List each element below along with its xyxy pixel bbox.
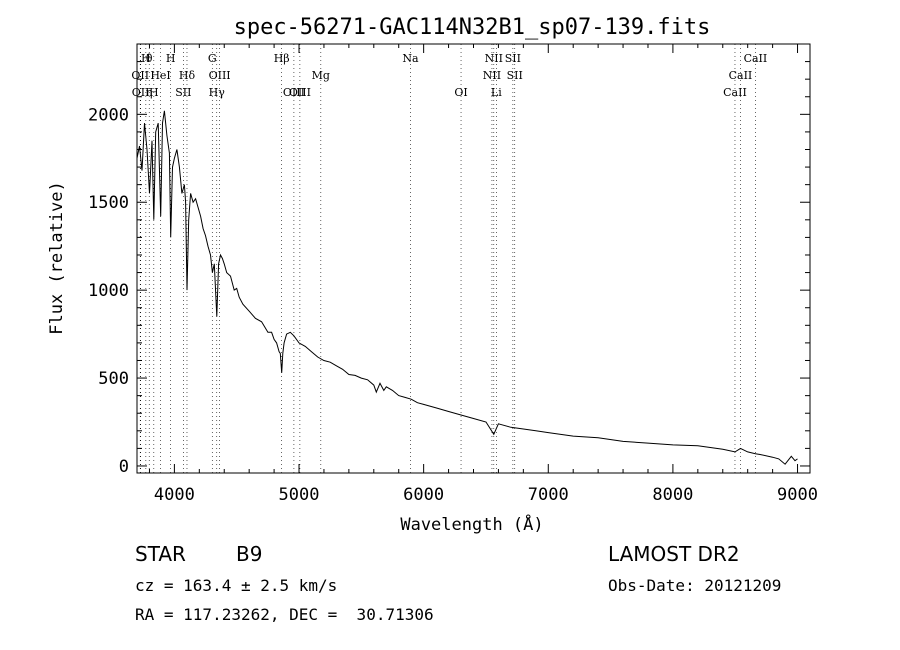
line-marker-label: OI bbox=[454, 86, 467, 99]
x-tick-label: 8000 bbox=[652, 485, 693, 505]
x-tick-label: 7000 bbox=[528, 485, 569, 505]
line-marker-label: Li bbox=[491, 86, 502, 99]
y-tick-label: 0 bbox=[119, 457, 129, 477]
line-marker-label: H bbox=[141, 52, 151, 65]
y-tick-label: 500 bbox=[98, 369, 129, 389]
line-marker-label: θ bbox=[146, 52, 153, 65]
line-marker-label: OII bbox=[132, 86, 150, 99]
line-marker-label: OIII bbox=[283, 86, 305, 99]
x-tick-label: 5000 bbox=[279, 485, 320, 505]
y-axis-label: Flux (relative) bbox=[47, 181, 67, 335]
line-marker-label: OIII bbox=[209, 69, 231, 82]
line-marker-label: Mg bbox=[312, 69, 330, 82]
line-marker-label: Hδ bbox=[179, 69, 196, 82]
line-marker-label: G bbox=[208, 52, 217, 65]
line-markers: OIIOIIHθηHHeIHSIIHδGHγOIIIHβOIIIOIIIMgNa… bbox=[131, 44, 767, 473]
line-marker-label: H bbox=[149, 86, 159, 99]
line-marker-label: CaII bbox=[729, 69, 753, 82]
line-marker-label: OII bbox=[131, 69, 149, 82]
y-tick-label: 1500 bbox=[88, 193, 129, 213]
spectrum-line bbox=[136, 110, 798, 465]
line-marker-label: SII bbox=[505, 52, 521, 65]
survey-name: LAMOST DR2 bbox=[608, 542, 740, 566]
line-marker-label: Hβ bbox=[274, 52, 290, 65]
redshift-velocity: cz = 163.4 ± 2.5 km/s bbox=[135, 576, 338, 595]
line-marker-label: η bbox=[146, 86, 153, 99]
line-marker-label: H bbox=[166, 52, 176, 65]
coordinates: RA = 117.23262, DEC = 30.71306 bbox=[135, 605, 434, 624]
x-tick-label: 9000 bbox=[777, 485, 818, 505]
object-class: STAR bbox=[135, 542, 186, 566]
object-subclass: B9 bbox=[236, 542, 263, 566]
axis-ticks: 4000 5000 6000 7000 8000 9000 0 500 1000 1500 2000 bbox=[88, 44, 818, 505]
y-tick-label: 2000 bbox=[88, 105, 129, 125]
line-marker-label: Hγ bbox=[209, 86, 226, 99]
observation-date: Obs-Date: 20121209 bbox=[608, 576, 782, 595]
line-marker-label: CaII bbox=[723, 86, 747, 99]
line-marker-label: NII bbox=[485, 52, 503, 65]
x-tick-label: 4000 bbox=[154, 485, 195, 505]
plot-frame bbox=[136, 43, 811, 474]
chart-title: spec-56271-GAC114N32B1_sp07-139.fits bbox=[234, 15, 711, 40]
line-marker-label: HeI bbox=[150, 69, 170, 82]
y-tick-label: 1000 bbox=[88, 281, 129, 301]
series bbox=[136, 110, 798, 465]
line-marker-label: OIII bbox=[289, 86, 311, 99]
line-marker-label: NII bbox=[483, 69, 501, 82]
line-marker-label: Na bbox=[402, 52, 419, 65]
line-marker-label: CaII bbox=[744, 52, 768, 65]
x-axis-label: Wavelength (Å) bbox=[400, 513, 543, 535]
line-marker-label: SII bbox=[507, 69, 523, 82]
line-marker-label: SII bbox=[175, 86, 191, 99]
x-tick-label: 6000 bbox=[403, 485, 444, 505]
